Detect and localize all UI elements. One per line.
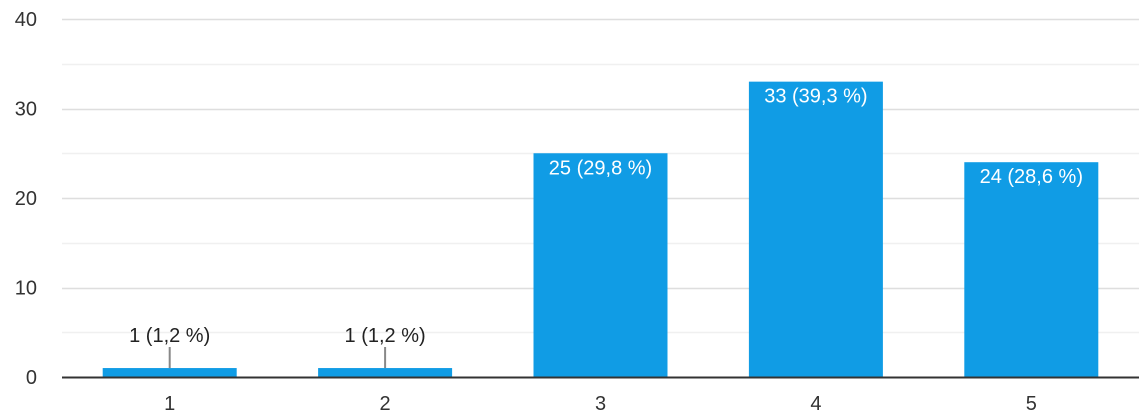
x-tick-label: 2 — [380, 393, 391, 415]
y-tick-label: 20 — [15, 188, 37, 210]
y-tick-label: 10 — [15, 278, 37, 300]
data-label: 24 (28,6 %) — [980, 166, 1083, 188]
data-labels: 1 (1,2 %) 1 (1,2 %) 25 (29,8 %) 33 (39,3 %)… — [129, 86, 1083, 369]
x-tick-label: 1 — [164, 393, 175, 415]
x-tick-label: 4 — [810, 393, 821, 415]
y-tick-label: 40 — [15, 9, 37, 31]
x-tick-label: 5 — [1026, 393, 1037, 415]
data-label: 25 (29,8 %) — [549, 157, 652, 179]
data-label: 1 (1,2 %) — [345, 325, 426, 347]
bar — [533, 153, 668, 377]
y-tick-label: 30 — [15, 99, 37, 121]
bar — [318, 368, 453, 377]
data-label: 1 (1,2 %) — [129, 325, 210, 347]
data-label: 33 (39,3 %) — [764, 86, 867, 108]
bar — [102, 368, 237, 377]
bar — [964, 162, 1099, 377]
bars — [102, 81, 1099, 378]
y-axis-ticks: 0 10 20 30 40 — [15, 9, 37, 389]
y-tick-label: 0 — [26, 367, 37, 389]
bar — [748, 81, 883, 378]
x-tick-label: 3 — [595, 393, 606, 415]
x-axis-ticks: 1 2 3 4 5 — [164, 393, 1037, 415]
